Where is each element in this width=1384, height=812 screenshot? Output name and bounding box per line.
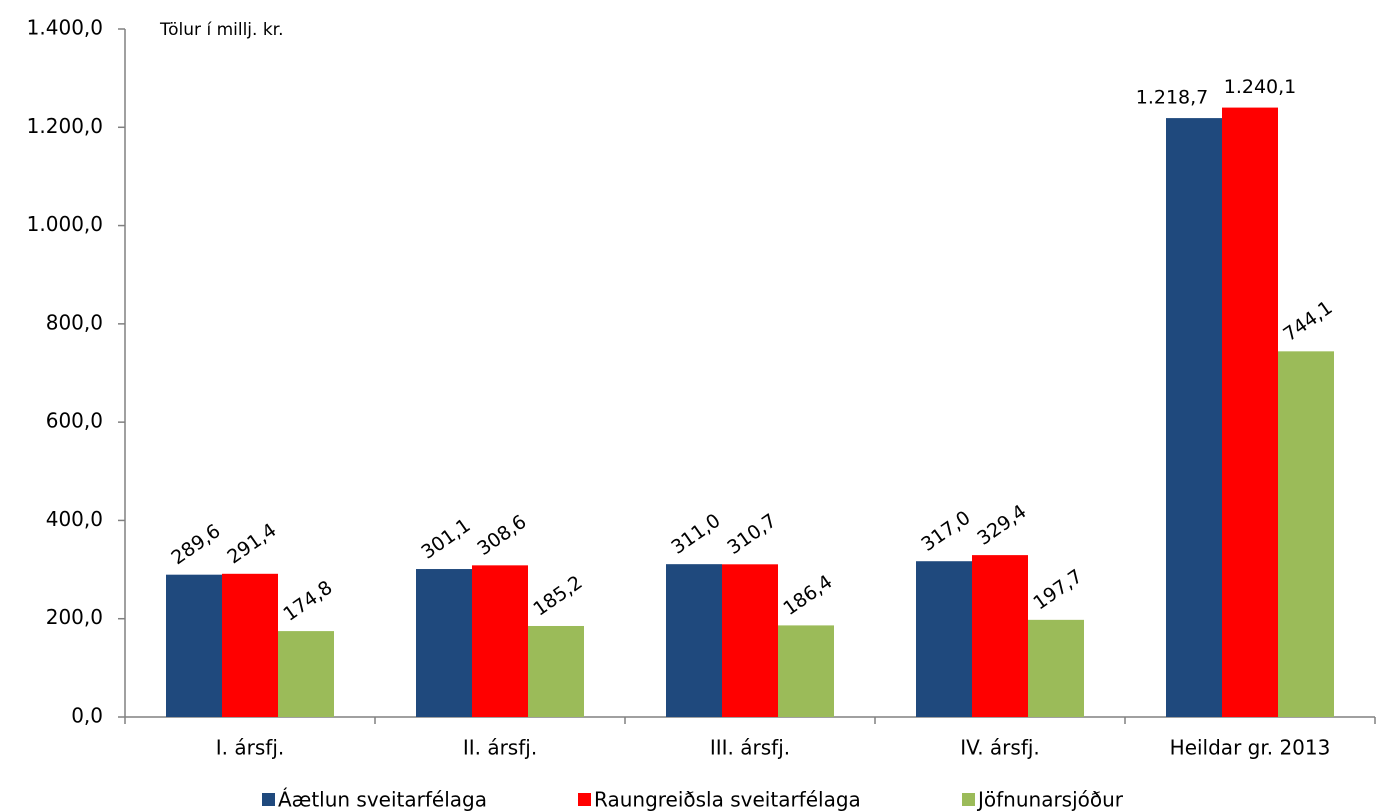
data-label: 301,1 — [417, 514, 474, 563]
legend-label: Jöfnunarsjóður — [976, 788, 1124, 812]
legend-swatch — [578, 793, 591, 806]
legend-label: Áætlun sveitarfélaga — [278, 788, 487, 812]
bar — [222, 573, 278, 717]
data-label: 311,0 — [667, 510, 724, 559]
bar — [916, 561, 972, 717]
data-label: 308,6 — [473, 511, 530, 560]
x-tick-label: IV. ársfj. — [960, 736, 1040, 760]
legend-label: Raungreiðsla sveitarfélaga — [594, 788, 861, 812]
y-tick-label: 800,0 — [46, 310, 103, 334]
data-label: 317,0 — [917, 507, 974, 556]
bar — [972, 555, 1028, 717]
x-tick-label: I. ársfj. — [216, 736, 284, 760]
data-label: 186,4 — [779, 571, 836, 620]
data-label: 291,4 — [223, 519, 280, 568]
bar — [278, 631, 334, 717]
legend-swatch — [962, 793, 975, 806]
bar — [1278, 351, 1334, 717]
y-tick-label: 1.000,0 — [27, 212, 103, 236]
data-label: 1.218,7 — [1136, 87, 1209, 109]
y-tick-label: 600,0 — [46, 409, 103, 433]
y-tick-label: 200,0 — [46, 605, 103, 629]
data-label: 289,6 — [167, 520, 224, 569]
bar — [666, 564, 722, 717]
data-label: 1.240,1 — [1224, 76, 1297, 98]
annotation: Tölur í millj. kr. — [159, 20, 284, 40]
x-tick-label: III. ársfj. — [710, 736, 790, 760]
bar — [1222, 107, 1278, 718]
legend-swatch — [262, 793, 275, 806]
bar — [528, 625, 584, 717]
data-label: 744,1 — [1279, 297, 1336, 346]
data-label: 329,4 — [973, 500, 1030, 549]
x-tick-label: Heildar gr. 2013 — [1170, 736, 1331, 760]
bar — [166, 574, 222, 717]
bar — [778, 625, 834, 717]
y-tick-label: 400,0 — [46, 507, 103, 531]
data-label: 174,8 — [279, 576, 336, 625]
bar — [472, 565, 528, 717]
y-tick-label: 0,0 — [71, 704, 103, 728]
bar — [416, 569, 472, 717]
data-label: 310,7 — [723, 510, 780, 559]
bar — [1028, 619, 1084, 717]
data-label: 185,2 — [529, 571, 586, 620]
y-tick-label: 1.400,0 — [27, 16, 103, 40]
data-label: 197,7 — [1029, 565, 1086, 614]
bar — [722, 564, 778, 717]
bar — [1166, 118, 1222, 717]
y-tick-label: 1.200,0 — [27, 114, 103, 138]
x-tick-label: II. ársfj. — [463, 736, 537, 760]
